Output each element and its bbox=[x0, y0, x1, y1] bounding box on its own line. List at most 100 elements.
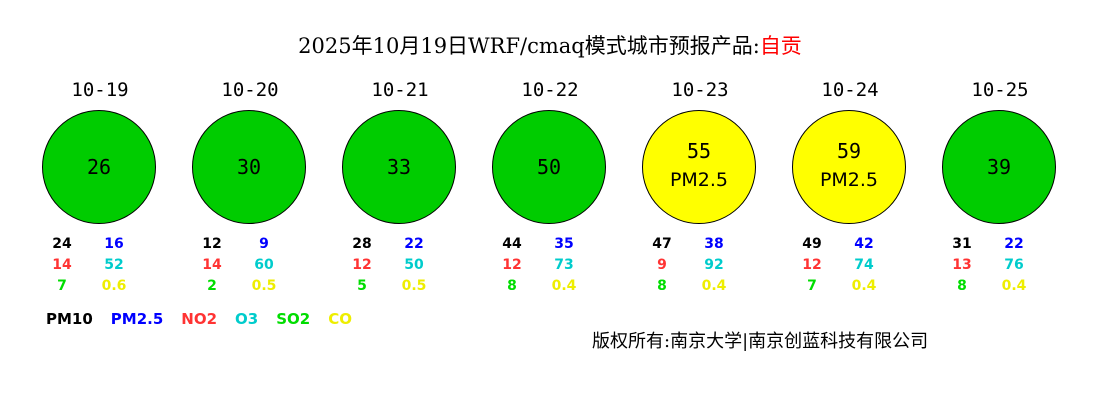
o3-value: 52 bbox=[104, 257, 124, 273]
pollutant-values: 44 35 12 73 8 0.4 bbox=[475, 234, 625, 300]
pollutant-row: 13 76 bbox=[925, 255, 1075, 276]
so2-value: 8 bbox=[507, 278, 517, 294]
aqi-bubble[interactable]: 30 bbox=[192, 110, 306, 224]
pm10-value: 49 bbox=[802, 236, 822, 252]
co-value: 0.5 bbox=[251, 278, 277, 294]
o3-value: 60 bbox=[254, 257, 274, 273]
aqi-bubble-wrap: 30 bbox=[175, 110, 325, 230]
co-value: 0.4 bbox=[551, 278, 577, 294]
co-value: 0.5 bbox=[401, 278, 427, 294]
aqi-value: 39 bbox=[986, 155, 1012, 179]
aqi-bubble-wrap: 39 bbox=[925, 110, 1075, 230]
pm10-value: 44 bbox=[502, 236, 522, 252]
pollutant-row: 8 0.4 bbox=[925, 276, 1075, 297]
pm25-value: 35 bbox=[554, 236, 574, 252]
aqi-bubble-wrap: 50 bbox=[475, 110, 625, 230]
day-column: 10-19 26 24 16 14 52 7 0.6 bbox=[25, 78, 175, 300]
aqi-bubble-wrap: 59 PM2.5 bbox=[775, 110, 925, 230]
aqi-bubble[interactable]: 59 PM2.5 bbox=[792, 110, 906, 224]
so2-value: 5 bbox=[357, 278, 367, 294]
aqi-bubble[interactable]: 33 bbox=[342, 110, 456, 224]
no2-value: 12 bbox=[502, 257, 522, 273]
day-date-label: 10-22 bbox=[521, 79, 579, 101]
pm25-value: 38 bbox=[704, 236, 724, 252]
pollutant-row: 9 92 bbox=[625, 255, 775, 276]
copyright-notice: 版权所有:南京大学|南京创蓝科技有限公司 bbox=[592, 331, 929, 352]
aqi-value: 50 bbox=[536, 155, 562, 179]
pollutant-row: 24 16 bbox=[25, 234, 175, 255]
so2-value: 2 bbox=[207, 278, 217, 294]
pollutant-row: 5 0.5 bbox=[325, 276, 475, 297]
aqi-value: 59 bbox=[836, 139, 862, 163]
pm10-value: 31 bbox=[952, 236, 972, 252]
day-date-label: 10-24 bbox=[821, 79, 879, 101]
pollutant-row: 31 22 bbox=[925, 234, 1075, 255]
aqi-value: 30 bbox=[236, 155, 262, 179]
primary-pollutant-label: PM2.5 bbox=[819, 169, 879, 191]
pollutant-row: 7 0.6 bbox=[25, 276, 175, 297]
co-value: 0.4 bbox=[1001, 278, 1027, 294]
o3-value: 50 bbox=[404, 257, 424, 273]
pollutant-row: 49 42 bbox=[775, 234, 925, 255]
so2-value: 8 bbox=[957, 278, 967, 294]
page-title-text: 2025年10月19日WRF/cmaq模式城市预报产品: bbox=[298, 34, 760, 58]
co-value: 0.4 bbox=[851, 278, 877, 294]
day-column: 10-25 39 31 22 13 76 8 0.4 bbox=[925, 78, 1075, 300]
pollutant-values: 47 38 9 92 8 0.4 bbox=[625, 234, 775, 300]
aqi-bubble-wrap: 55 PM2.5 bbox=[625, 110, 775, 230]
day-date-label: 10-21 bbox=[371, 79, 429, 101]
aqi-bubble[interactable]: 39 bbox=[942, 110, 1056, 224]
pollutant-row: 8 0.4 bbox=[475, 276, 625, 297]
so2-value: 7 bbox=[57, 278, 67, 294]
aqi-bubble[interactable]: 50 bbox=[492, 110, 606, 224]
legend-item-no2: NO2 bbox=[181, 310, 218, 328]
day-date-label: 10-19 bbox=[71, 79, 129, 101]
co-value: 0.6 bbox=[101, 278, 127, 294]
pollutant-row: 8 0.4 bbox=[625, 276, 775, 297]
legend-item-co: CO bbox=[328, 310, 353, 328]
primary-pollutant-label: PM2.5 bbox=[669, 169, 729, 191]
aqi-bubble-wrap: 26 bbox=[25, 110, 175, 230]
no2-value: 12 bbox=[802, 257, 822, 273]
aqi-value: 26 bbox=[86, 155, 112, 179]
legend-item-pm10: PM10 bbox=[46, 310, 93, 328]
day-column: 10-20 30 12 9 14 60 2 0.5 bbox=[175, 78, 325, 300]
no2-value: 9 bbox=[657, 257, 667, 273]
pollutant-row: 14 60 bbox=[175, 255, 325, 276]
day-column: 10-24 59 PM2.5 49 42 12 74 7 0.4 bbox=[775, 78, 925, 300]
pollutant-row: 47 38 bbox=[625, 234, 775, 255]
o3-value: 76 bbox=[1004, 257, 1024, 273]
pm25-value: 9 bbox=[259, 236, 269, 252]
pollutant-row: 28 22 bbox=[325, 234, 475, 255]
pollutant-row: 12 9 bbox=[175, 234, 325, 255]
pollutant-row: 12 73 bbox=[475, 255, 625, 276]
day-column: 10-23 55 PM2.5 47 38 9 92 8 0.4 bbox=[625, 78, 775, 300]
aqi-bubble[interactable]: 26 bbox=[42, 110, 156, 224]
aqi-value: 55 bbox=[686, 139, 712, 163]
pollutant-row: 12 74 bbox=[775, 255, 925, 276]
pm10-value: 12 bbox=[202, 236, 222, 252]
pm10-value: 24 bbox=[52, 236, 72, 252]
co-value: 0.4 bbox=[701, 278, 727, 294]
pm25-value: 22 bbox=[1004, 236, 1024, 252]
pm25-value: 42 bbox=[854, 236, 874, 252]
pollutant-row: 12 50 bbox=[325, 255, 475, 276]
legend-item-o3: O3 bbox=[235, 310, 259, 328]
day-column: 10-21 33 28 22 12 50 5 0.5 bbox=[325, 78, 475, 300]
pm25-value: 16 bbox=[104, 236, 124, 252]
o3-value: 74 bbox=[854, 257, 874, 273]
page-title: 2025年10月19日WRF/cmaq模式城市预报产品:自贡 bbox=[0, 30, 1100, 60]
no2-value: 14 bbox=[202, 257, 222, 273]
o3-value: 73 bbox=[554, 257, 574, 273]
day-date-label: 10-20 bbox=[221, 79, 279, 101]
pollutant-row: 14 52 bbox=[25, 255, 175, 276]
pm10-value: 28 bbox=[352, 236, 372, 252]
pollutant-values: 31 22 13 76 8 0.4 bbox=[925, 234, 1075, 300]
aqi-value: 33 bbox=[386, 155, 412, 179]
pm10-value: 47 bbox=[652, 236, 672, 252]
pollutant-values: 12 9 14 60 2 0.5 bbox=[175, 234, 325, 300]
aqi-bubble[interactable]: 55 PM2.5 bbox=[642, 110, 756, 224]
no2-value: 14 bbox=[52, 257, 72, 273]
pollutant-row: 7 0.4 bbox=[775, 276, 925, 297]
